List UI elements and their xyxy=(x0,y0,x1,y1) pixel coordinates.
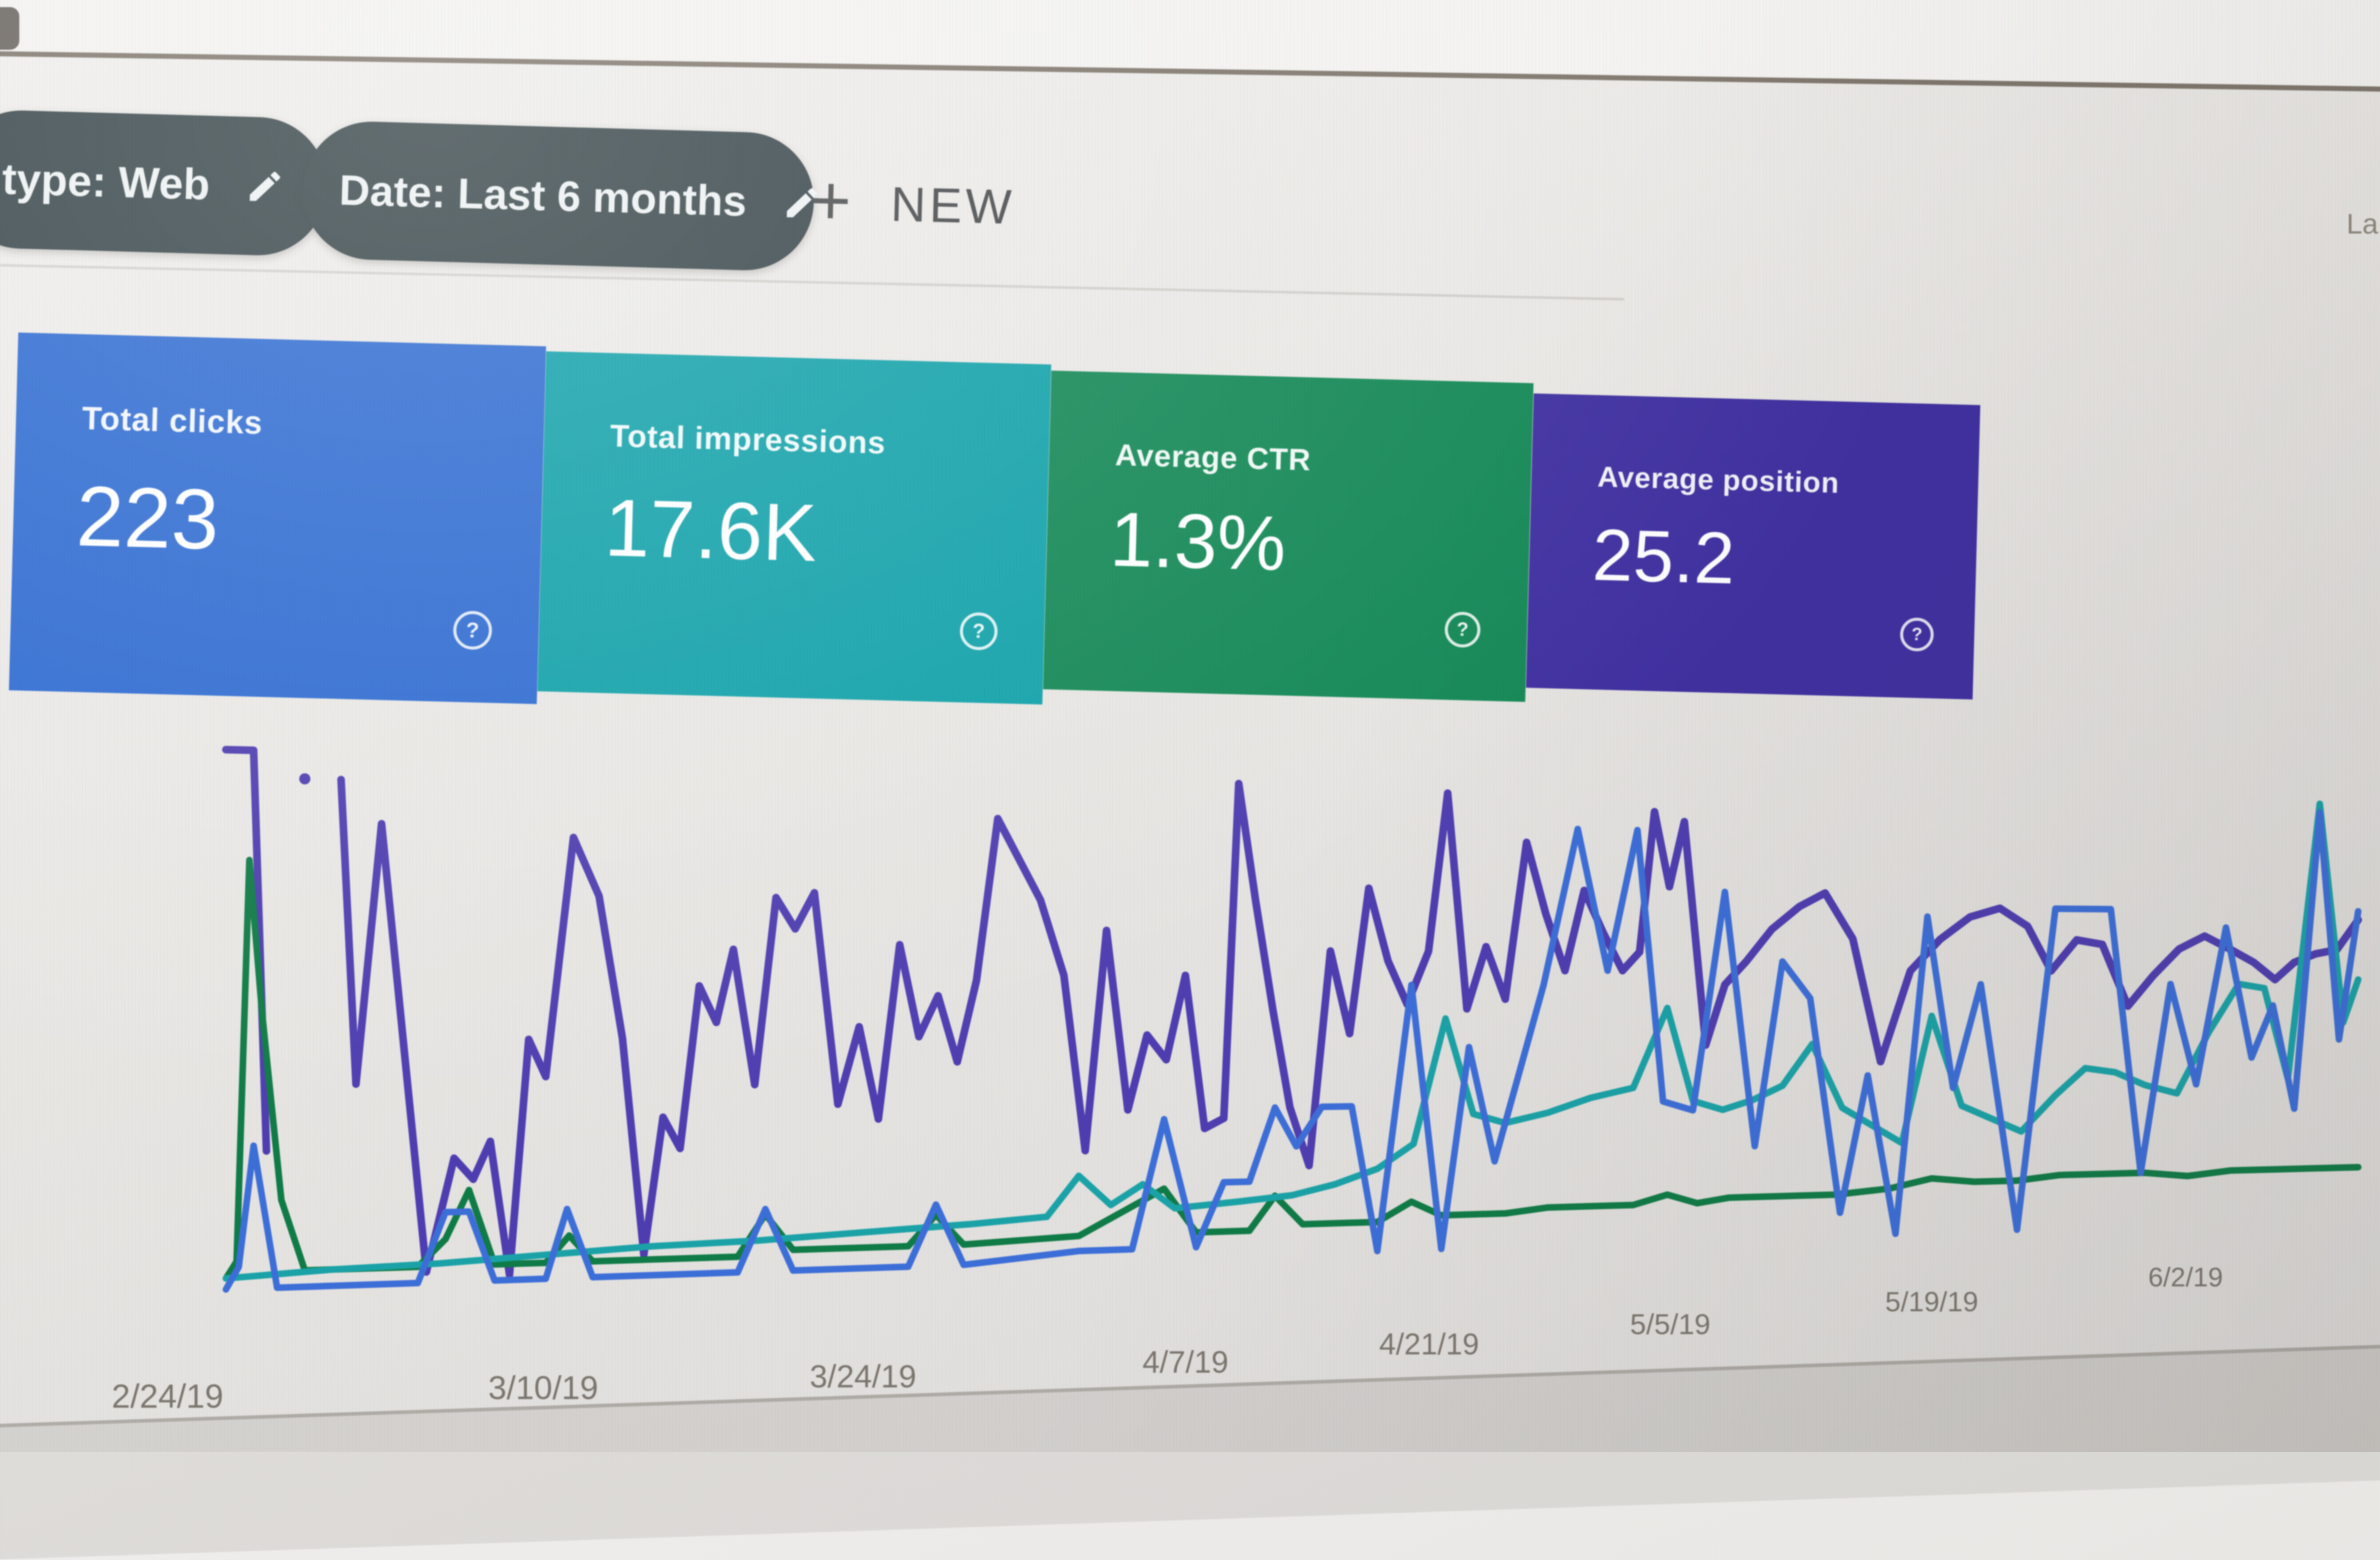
corner-artifact xyxy=(0,7,19,50)
edit-icon[interactable] xyxy=(782,182,822,223)
x-axis-label: 3/24/19 xyxy=(809,1359,917,1395)
date-range-filter-chip[interactable]: Date: Last 6 months xyxy=(301,120,817,273)
x-axis-label: 4/7/19 xyxy=(1142,1345,1229,1379)
search-type-filter-chip[interactable]: type: Web xyxy=(0,109,329,257)
x-axis-label: 2/24/19 xyxy=(111,1377,224,1415)
edit-icon[interactable] xyxy=(245,166,285,207)
performance-chart[interactable] xyxy=(0,0,2380,1452)
x-axis-label: 4/21/19 xyxy=(1379,1327,1479,1361)
x-axis-label: 5/5/19 xyxy=(1630,1308,1711,1341)
x-axis-label: 5/19/19 xyxy=(1885,1286,1978,1317)
truncated-last-updated-text: La xyxy=(2346,208,2378,240)
x-axis-label: 6/2/19 xyxy=(2148,1263,2223,1292)
x-axis-label: 3/10/19 xyxy=(488,1369,599,1406)
